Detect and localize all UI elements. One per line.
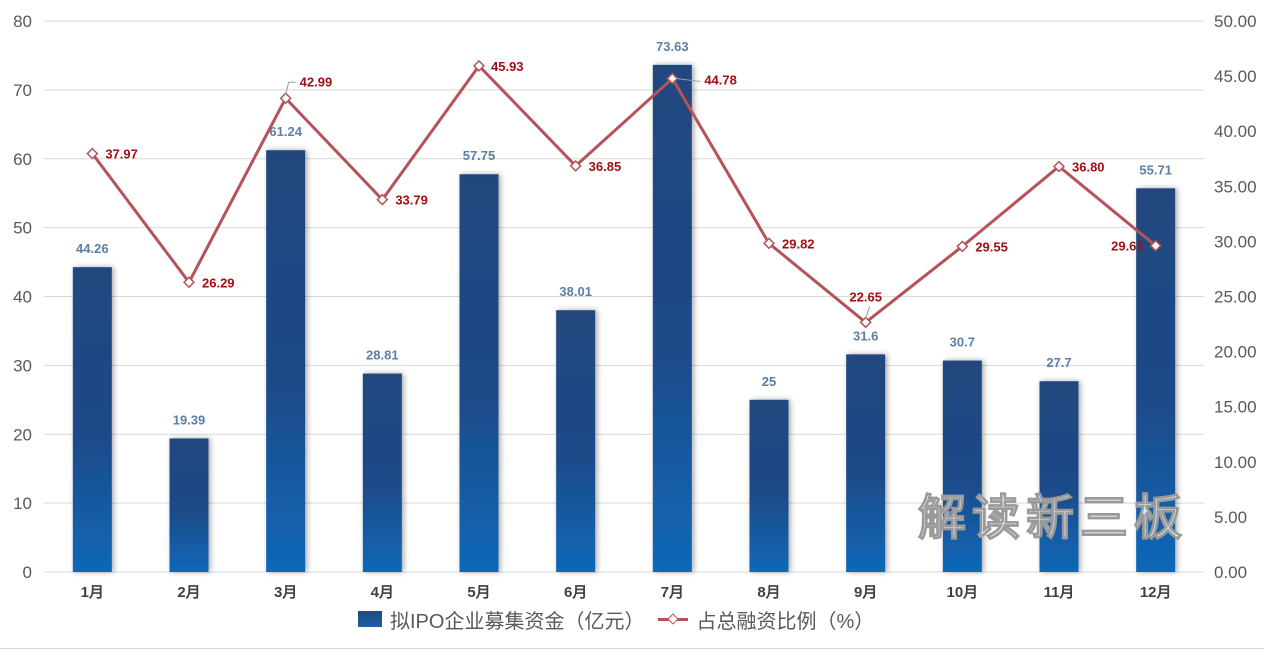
- right-y-axis: 0.00 5.00 10.00 15.00 20.00 25.00 30.00 35.00 40…: [1214, 12, 1257, 582]
- right-y-tick: 40.00: [1214, 122, 1257, 141]
- left-y-axis: 0 10 20 30 40 50 60 70 80: [13, 12, 32, 582]
- left-y-tick: 70: [13, 81, 32, 100]
- x-tick: 3月: [274, 584, 297, 601]
- bar: [652, 64, 692, 572]
- line-marker-icon: [182, 276, 196, 289]
- x-tick: 7月: [661, 584, 684, 601]
- line-marker-icon: [762, 237, 776, 250]
- line-legend-swatch-icon: [658, 611, 689, 627]
- bar-value-label: 55.71: [1139, 162, 1172, 177]
- x-tick: 11月: [1044, 584, 1075, 601]
- right-y-tick: 10.00: [1214, 453, 1257, 472]
- x-tick: 1月: [81, 584, 104, 601]
- line-value-label: 29.61: [1111, 239, 1144, 254]
- line-value-label: 29.55: [975, 239, 1008, 254]
- x-tick: 9月: [854, 584, 877, 601]
- right-y-tick: 45.00: [1214, 67, 1257, 86]
- right-y-tick: 50.00: [1214, 12, 1257, 31]
- x-tick: 5月: [467, 584, 490, 601]
- bar-legend-swatch-icon: [358, 611, 382, 627]
- left-y-tick: 60: [13, 150, 32, 169]
- bar-value-label: 38.01: [559, 284, 592, 299]
- bar: [556, 310, 596, 572]
- line-marker-icon: [86, 147, 99, 160]
- x-tick: 8月: [757, 584, 780, 601]
- gridlines: [44, 20, 1204, 573]
- line-value-label: 36.80: [1072, 159, 1105, 174]
- right-y-tick: 0.00: [1214, 563, 1247, 582]
- line-marker-icon: [472, 59, 486, 72]
- x-tick: 10月: [946, 584, 978, 601]
- right-y-tick: 35.00: [1214, 177, 1257, 196]
- bar-value-label: 19.39: [173, 412, 206, 427]
- line-value-label: 29.82: [782, 236, 815, 251]
- bar-value-label: 61.24: [269, 124, 302, 139]
- legend: 拟IPO企业募集资金（亿元） 占总融资比例（%）: [358, 606, 875, 633]
- line-marker-icon: [956, 240, 969, 253]
- bar: [72, 267, 112, 572]
- x-tick: 6月: [564, 584, 587, 601]
- bar-value-label: 27.7: [1046, 355, 1071, 370]
- line-value-label: 33.79: [395, 193, 428, 208]
- line-series: 37.97 26.29 42.99 33.79 45.93 36.85 44.78 29.82…: [86, 59, 1162, 329]
- left-y-tick: 0: [23, 563, 32, 582]
- left-y-tick: 80: [13, 12, 32, 31]
- x-tick: 2月: [177, 584, 200, 601]
- bar-legend-label: 拟IPO企业募集资金（亿元）: [390, 610, 645, 633]
- footer-divider: [0, 648, 1264, 649]
- left-y-tick: 20: [13, 425, 32, 444]
- x-tick: 4月: [371, 584, 394, 601]
- line-value-label: 42.99: [300, 74, 333, 89]
- watermark: 解读新三板: [917, 491, 1189, 545]
- left-y-tick: 50: [13, 219, 32, 238]
- bar: [846, 354, 886, 572]
- line-value-label: 44.78: [704, 73, 737, 88]
- line-marker-icon: [279, 92, 292, 105]
- bar: [1136, 188, 1176, 573]
- line-marker-icon: [569, 159, 582, 172]
- bar: [459, 174, 499, 572]
- right-y-tick: 30.00: [1214, 232, 1257, 251]
- left-y-tick: 40: [13, 288, 32, 307]
- line-marker-icon: [1149, 239, 1162, 252]
- x-tick: 12月: [1140, 584, 1172, 601]
- bar-value-label: 44.26: [76, 241, 109, 256]
- right-y-tick: 25.00: [1214, 288, 1257, 307]
- bar: [362, 373, 402, 572]
- left-y-tick: 10: [13, 494, 32, 513]
- bar: [1039, 381, 1079, 572]
- bar-series: 44.26 19.39 61.24 28.81 57.75 38.01 73.63 25 31.…: [72, 39, 1176, 573]
- line-value-label: 37.97: [105, 147, 138, 162]
- bar: [942, 360, 982, 572]
- line-marker-icon: [376, 193, 389, 206]
- right-y-tick: 5.00: [1214, 508, 1247, 527]
- line-value-label: 45.93: [491, 59, 524, 74]
- bar-value-label: 30.7: [950, 335, 975, 350]
- right-y-tick: 20.00: [1214, 343, 1257, 362]
- line-legend-label: 占总融资比例（%）: [696, 610, 875, 633]
- line-path: [91, 63, 1157, 325]
- bar-value-label: 73.63: [656, 39, 689, 54]
- bar-value-label: 57.75: [463, 148, 496, 163]
- bar: [169, 438, 209, 572]
- bar-value-label: 25: [762, 374, 776, 389]
- line-value-label: 22.65: [849, 289, 882, 304]
- bar-value-label: 28.81: [366, 348, 399, 363]
- line-marker-icon: [666, 72, 679, 85]
- left-y-tick: 30: [13, 356, 32, 375]
- line-marker-icon: [1052, 160, 1066, 173]
- bar: [266, 150, 306, 572]
- line-value-label: 36.85: [589, 159, 622, 174]
- bar-value-label: 31.6: [853, 328, 878, 343]
- bar: [749, 399, 789, 572]
- x-axis: 1月 2月 3月 4月 5月 6月 7月 8月 9月 10月 11月 12月: [81, 584, 1172, 601]
- line-value-label: 26.29: [202, 275, 235, 290]
- line-marker-icon: [859, 316, 872, 329]
- right-y-tick: 15.00: [1214, 398, 1257, 417]
